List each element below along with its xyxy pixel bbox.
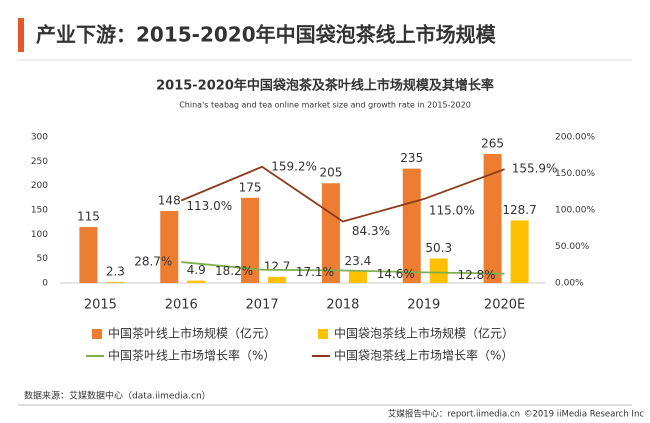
bar-value-label: 12.7	[264, 259, 291, 273]
bar-value-label: 2.3	[106, 264, 125, 278]
bar	[402, 168, 421, 283]
bar-value-label: 128.7	[502, 203, 536, 217]
line-value-label: 14.6%	[377, 267, 415, 281]
y-tick-label: 100	[31, 230, 48, 240]
bar	[160, 210, 179, 283]
line-value-label: 18.2%	[215, 264, 253, 278]
bar-value-label: 23.4	[345, 254, 372, 268]
y-tick-label: 300	[31, 133, 48, 143]
header-accent	[18, 18, 24, 52]
bar	[268, 276, 287, 283]
line-value-label: 115.0%	[429, 204, 475, 218]
line	[181, 261, 505, 275]
bar-value-label: 148	[158, 193, 181, 207]
legend-swatch	[92, 329, 102, 339]
line-value-label: 17.1%	[296, 265, 334, 279]
y-tick-label: 250	[31, 157, 48, 167]
bar	[483, 154, 502, 283]
bar-value-label: 4.9	[187, 263, 206, 277]
x-tick-label: 2015	[84, 298, 117, 313]
bar-value-label: 115	[77, 210, 100, 224]
x-tick-label: 2018	[326, 298, 359, 313]
legend-label: 中国茶叶线上市场增长率（%）	[108, 348, 275, 363]
bar	[321, 183, 340, 283]
bar-value-label: 50.3	[425, 241, 452, 255]
y-tick-label: 0	[42, 279, 48, 289]
bar	[106, 281, 125, 283]
footer-right: ©2019 iiMedia Research Inc	[524, 410, 644, 420]
x-tick-label: 2017	[246, 298, 279, 313]
legend-swatch	[318, 329, 328, 339]
line	[180, 165, 505, 223]
bar-value-label: 265	[481, 137, 504, 151]
y-tick-label: 150	[31, 206, 48, 216]
bar	[510, 220, 529, 283]
bar-value-label: 175	[239, 180, 262, 194]
legend-label: 中国袋泡茶线上市场规模（亿元）	[334, 326, 514, 341]
source: 数据来源：艾媒数据中心（data.iimedia.cn）	[24, 390, 211, 402]
bar	[187, 280, 206, 283]
line-value-label: 12.8%	[458, 268, 496, 282]
bar	[429, 258, 448, 283]
footer-left: 艾媒报告中心：report.iimedia.cn	[388, 409, 520, 420]
y-tick-label: 50	[37, 254, 49, 264]
header-title: 产业下游：2015-2020年中国袋泡茶线上市场规模	[36, 23, 497, 47]
y2-tick-label: 200.00%	[555, 133, 595, 143]
bar-value-label: 235	[400, 151, 423, 165]
legend-label: 中国袋泡茶线上市场增长率（%）	[334, 348, 513, 363]
chart-title: 2015-2020年中国袋泡茶及茶叶线上市场规模及其增长率	[156, 78, 494, 94]
y2-tick-label: 100.00%	[555, 206, 595, 216]
bar	[241, 197, 260, 283]
bar	[79, 227, 98, 283]
line-value-label: 84.3%	[352, 224, 390, 238]
line-value-label: 155.9%	[512, 162, 558, 176]
legend-label: 中国茶叶线上市场规模（亿元）	[108, 326, 276, 341]
x-tick-label: 2016	[165, 298, 198, 313]
y-tick-label: 200	[31, 181, 48, 191]
chart-subtitle: China's teabag and tea online market siz…	[179, 101, 471, 110]
y2-tick-label: 50.00%	[555, 242, 590, 252]
x-tick-label: 2020E	[484, 298, 525, 313]
bar	[348, 271, 367, 283]
x-tick-label: 2019	[407, 298, 440, 313]
y2-tick-label: 0.00%	[555, 279, 584, 289]
line-value-label: 113.0%	[186, 199, 232, 213]
line-value-label: 159.2%	[271, 159, 317, 173]
bar-value-label: 205	[319, 166, 342, 180]
y2-tick-label: 150.00%	[555, 169, 595, 179]
line-value-label: 28.7%	[134, 255, 172, 269]
